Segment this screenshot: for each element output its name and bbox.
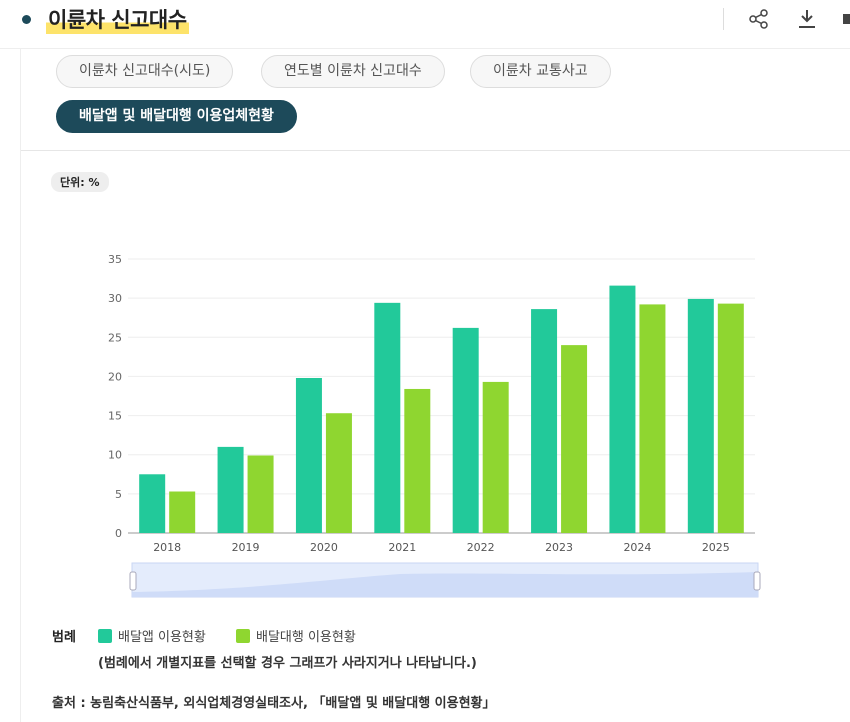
bar xyxy=(374,302,401,533)
legend-label: 배달대행 이용현황 xyxy=(256,630,356,645)
bar xyxy=(247,455,274,533)
panel-border xyxy=(20,49,21,722)
x-tick-label: 2020 xyxy=(310,541,338,554)
legend-title: 범례 xyxy=(52,630,76,645)
legend-item[interactable]: 배달대행 이용현황 xyxy=(236,626,356,645)
tab-active[interactable]: 배달앱 및 배달대행 이용업체현황 xyxy=(56,100,297,133)
y-tick-label: 15 xyxy=(108,410,122,423)
unit-badge: 단위: % xyxy=(51,172,109,192)
bar xyxy=(325,413,352,533)
bar xyxy=(139,474,166,533)
y-tick-label: 20 xyxy=(108,370,122,383)
legend-note: (범례에서 개별지표를 선택할 경우 그래프가 사라지거나 나타납니다.) xyxy=(98,656,477,671)
bar xyxy=(609,285,636,533)
tab[interactable]: 이륜차 교통사고 xyxy=(470,55,611,88)
y-tick-label: 30 xyxy=(108,292,122,305)
legend-label: 배달앱 이용현황 xyxy=(118,630,206,645)
x-tick-label: 2019 xyxy=(232,541,260,554)
navigator[interactable] xyxy=(129,562,761,598)
x-tick-label: 2024 xyxy=(623,541,651,554)
x-tick-label: 2018 xyxy=(153,541,181,554)
bar xyxy=(687,298,714,533)
bar xyxy=(639,304,666,533)
source: 출처 : 농림축산식품부, 외식업체경영실태조사, 「배달앱 및 배달대행 이용… xyxy=(52,696,496,711)
bar xyxy=(404,388,431,533)
share-icon[interactable] xyxy=(749,9,768,29)
x-tick-label: 2021 xyxy=(388,541,416,554)
y-tick-label: 25 xyxy=(108,331,122,344)
bar xyxy=(295,377,322,533)
x-tick-label: 2022 xyxy=(467,541,495,554)
legend-item[interactable]: 배달앱 이용현황 xyxy=(98,626,206,645)
bar xyxy=(561,345,588,533)
bar xyxy=(482,381,509,533)
bar xyxy=(717,303,744,533)
y-tick-label: 10 xyxy=(108,449,122,462)
y-tick-label: 5 xyxy=(115,488,122,501)
section-rule xyxy=(21,150,850,151)
y-tick-label: 0 xyxy=(115,527,122,540)
title-dot xyxy=(22,15,31,24)
bar xyxy=(452,327,479,533)
legend-swatch xyxy=(236,628,250,643)
print-icon[interactable] xyxy=(843,14,850,24)
x-tick-label: 2023 xyxy=(545,541,573,554)
divider xyxy=(723,8,724,30)
header-rule xyxy=(0,48,850,49)
download-icon[interactable] xyxy=(799,10,815,28)
legend-swatch xyxy=(98,628,112,643)
bar xyxy=(217,446,244,533)
y-tick-label: 35 xyxy=(108,253,122,266)
x-tick-label: 2025 xyxy=(702,541,730,554)
tab[interactable]: 이륜차 신고대수(시도) xyxy=(56,55,234,88)
bar xyxy=(531,309,558,533)
page-title: 이륜차 신고대수 xyxy=(46,4,189,34)
tab[interactable]: 연도별 이륜차 신고대수 xyxy=(261,55,445,88)
toolbar xyxy=(749,9,850,29)
bar xyxy=(169,491,196,533)
